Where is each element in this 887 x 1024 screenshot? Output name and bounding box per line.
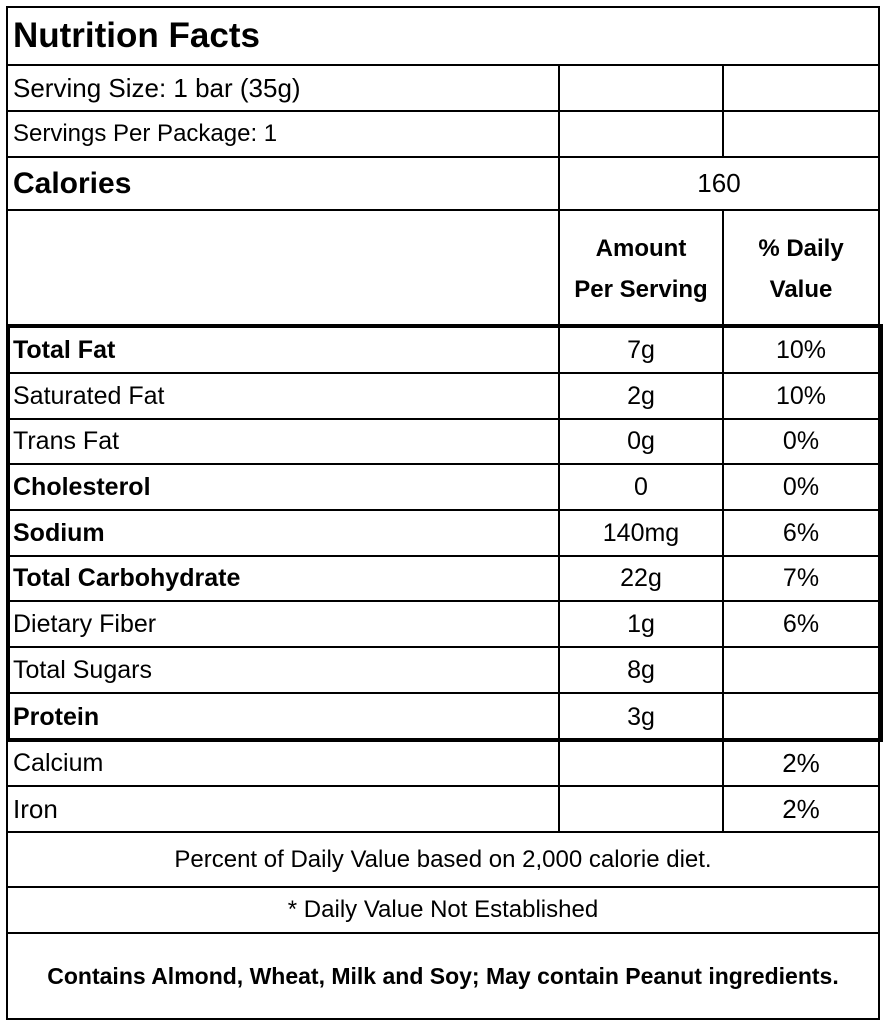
column-header-empty bbox=[8, 211, 558, 326]
daily-value-basis-note: Percent of Daily Value based on 2,000 ca… bbox=[174, 845, 712, 873]
servings-per-package: Servings Per Package: 1 bbox=[13, 120, 278, 147]
column-header-row: Amount Per Serving % Daily Value bbox=[8, 211, 878, 328]
mineral-daily-value: 2% bbox=[722, 742, 878, 785]
mineral-amount bbox=[558, 787, 722, 831]
label-title: Nutrition Facts bbox=[13, 16, 260, 55]
nutrient-amount: 8g bbox=[558, 648, 722, 692]
servings-empty-cell bbox=[722, 112, 878, 156]
nutrient-row-total-fat: Total Fat 7g 10% bbox=[8, 328, 878, 374]
mineral-daily-value: 2% bbox=[722, 787, 878, 831]
nutrient-row-protein: Protein 3g bbox=[8, 694, 878, 740]
nutrient-amount: 0g bbox=[558, 420, 722, 463]
nutrient-amount: 1g bbox=[558, 602, 722, 646]
nutrient-amount: 2g bbox=[558, 374, 722, 418]
serving-size: Serving Size: 1 bar (35g) bbox=[13, 72, 301, 103]
nutrient-name: Saturated Fat bbox=[13, 381, 165, 410]
nutrient-amount: 0 bbox=[558, 465, 722, 509]
calories-label: Calories bbox=[13, 166, 132, 200]
nutrient-name: Total Fat bbox=[13, 335, 116, 364]
mineral-row-calcium: Calcium 2% bbox=[8, 742, 878, 787]
allergen-statement: Contains Almond, Wheat, Milk and Soy; Ma… bbox=[47, 963, 839, 989]
nutrient-name: Trans Fat bbox=[13, 427, 120, 455]
nutrient-daily-value bbox=[722, 694, 878, 740]
nutrient-daily-value: 0% bbox=[722, 465, 878, 509]
servings-empty-cell bbox=[558, 112, 722, 156]
nutrient-daily-value: 6% bbox=[722, 602, 878, 646]
nutrient-name: Cholesterol bbox=[13, 472, 151, 501]
nutrient-daily-value: 7% bbox=[722, 557, 878, 600]
nutrient-name: Total Sugars bbox=[13, 655, 152, 684]
amount-per-serving-header: Amount Per Serving bbox=[558, 211, 722, 326]
calories-value: 160 bbox=[558, 158, 878, 209]
nutrient-amount: 7g bbox=[558, 328, 722, 372]
not-established-row: * Daily Value Not Established bbox=[8, 888, 878, 934]
nutrient-row-cholesterol: Cholesterol 0 0% bbox=[8, 465, 878, 511]
mineral-amount bbox=[558, 742, 722, 785]
nutrient-daily-value bbox=[722, 648, 878, 692]
amount-header-line2: Per Serving bbox=[574, 275, 708, 303]
serving-size-empty-cell bbox=[558, 66, 722, 110]
nutrient-row-sodium: Sodium 140mg 6% bbox=[8, 511, 878, 557]
allergens-row: Contains Almond, Wheat, Milk and Soy; Ma… bbox=[8, 934, 878, 1018]
nutrient-row-trans-fat: Trans Fat 0g 0% bbox=[8, 420, 878, 465]
amount-header-line1: Amount bbox=[595, 234, 687, 262]
daily-header-line1: % Daily bbox=[758, 234, 844, 262]
servings-per-package-row: Servings Per Package: 1 bbox=[8, 112, 878, 158]
nutrient-row-dietary-fiber: Dietary Fiber 1g 6% bbox=[8, 602, 878, 648]
title-row: Nutrition Facts bbox=[8, 8, 878, 66]
nutrient-row-total-carbohydrate: Total Carbohydrate 22g 7% bbox=[8, 557, 878, 602]
nutrient-name: Protein bbox=[13, 702, 100, 731]
nutrient-amount: 140mg bbox=[558, 511, 722, 555]
mineral-name: Iron bbox=[13, 793, 58, 824]
mineral-name: Calcium bbox=[13, 749, 104, 777]
nutrient-daily-value: 0% bbox=[722, 420, 878, 463]
nutrient-daily-value: 10% bbox=[722, 374, 878, 418]
nutrient-daily-value: 10% bbox=[722, 328, 878, 372]
nutrient-daily-value: 6% bbox=[722, 511, 878, 555]
nutrition-facts-label: Nutrition Facts Serving Size: 1 bar (35g… bbox=[6, 6, 883, 1020]
nutrient-name: Total Carbohydrate bbox=[13, 564, 241, 592]
nutrient-amount: 3g bbox=[558, 694, 722, 740]
nutrient-amount: 22g bbox=[558, 557, 722, 600]
daily-value-header: % Daily Value bbox=[722, 211, 878, 326]
serving-size-empty-cell bbox=[722, 66, 878, 110]
not-established-note: * Daily Value Not Established bbox=[287, 896, 599, 923]
mineral-row-iron: Iron 2% bbox=[8, 787, 878, 833]
nutrient-name: Sodium bbox=[13, 518, 105, 547]
daily-header-line2: Value bbox=[769, 275, 833, 303]
nutrient-row-total-sugars: Total Sugars 8g bbox=[8, 648, 878, 694]
calories-row: Calories 160 bbox=[8, 158, 878, 211]
daily-value-basis-row: Percent of Daily Value based on 2,000 ca… bbox=[8, 833, 878, 888]
nutrient-row-saturated-fat: Saturated Fat 2g 10% bbox=[8, 374, 878, 420]
nutrient-name: Dietary Fiber bbox=[13, 609, 157, 638]
serving-size-row: Serving Size: 1 bar (35g) bbox=[8, 66, 878, 112]
